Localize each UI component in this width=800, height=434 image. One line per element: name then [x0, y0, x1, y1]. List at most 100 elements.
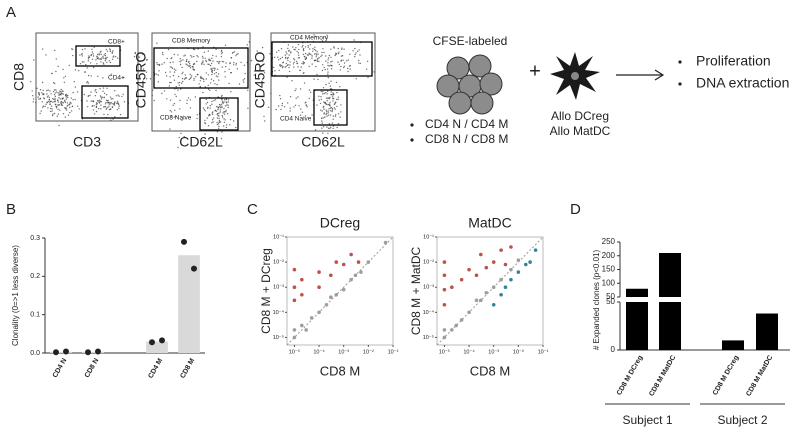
event-dot — [110, 102, 113, 104]
bullet — [678, 60, 682, 64]
event-dot — [186, 59, 188, 61]
event-dot — [278, 105, 280, 107]
event-dot — [166, 98, 168, 100]
event-dot — [332, 115, 334, 117]
event-dot — [165, 75, 168, 77]
event-dot — [190, 76, 192, 79]
event-dot — [58, 124, 60, 127]
gate-label: CD4 Memory — [290, 35, 329, 42]
event-dot — [42, 106, 44, 108]
event-dot — [322, 93, 324, 95]
event-dot — [187, 97, 190, 99]
event-dot — [339, 116, 341, 118]
event-dot — [313, 59, 316, 62]
event-dot — [211, 122, 213, 124]
event-dot — [334, 108, 336, 110]
replicate-point — [181, 238, 187, 245]
event-dot — [327, 132, 329, 135]
event-dot — [180, 132, 182, 134]
event-dot — [224, 105, 227, 107]
event-dot — [55, 70, 57, 73]
event-dot — [117, 102, 120, 105]
event-dot — [331, 122, 334, 124]
event-dot — [330, 91, 332, 93]
event-dot — [329, 127, 331, 129]
event-dot — [189, 107, 192, 109]
event-dot — [91, 48, 93, 50]
event-dot — [110, 73, 112, 75]
event-dot — [330, 61, 332, 63]
event-dot — [215, 55, 217, 57]
event-dot — [29, 81, 32, 83]
event-dot — [96, 56, 98, 58]
event-dot — [192, 65, 194, 68]
event-dot — [56, 91, 58, 93]
event-dot — [103, 106, 105, 108]
point — [300, 277, 304, 282]
event-dot — [173, 53, 175, 56]
event-dot — [156, 42, 158, 44]
event-dot — [235, 64, 237, 66]
event-dot — [309, 91, 312, 94]
event-dot — [84, 48, 86, 50]
event-dot — [98, 53, 100, 55]
event-dot — [225, 109, 227, 112]
event-dot — [205, 60, 207, 63]
axis-label: CD3 — [73, 134, 101, 150]
y-tick-label: 10⁻³ — [273, 285, 284, 291]
event-dot — [83, 93, 86, 96]
event-dot — [90, 75, 92, 77]
event-dot — [42, 105, 45, 107]
event-dot — [222, 112, 224, 114]
event-dot — [105, 101, 107, 104]
nucleus — [571, 72, 579, 80]
y-tick-label: 250 — [602, 237, 616, 246]
event-dot — [337, 96, 339, 98]
event-dot — [51, 110, 53, 112]
event-dot — [202, 107, 205, 109]
event-dot — [230, 91, 232, 93]
event-dot — [242, 79, 244, 81]
event-dot — [300, 66, 302, 68]
event-dot — [311, 57, 313, 59]
event-dot — [215, 89, 217, 92]
event-dot — [171, 66, 173, 69]
event-dot — [214, 99, 217, 101]
event-dot — [183, 78, 186, 80]
event-dot — [206, 117, 208, 119]
event-dot — [171, 67, 174, 70]
event-dot — [321, 69, 324, 72]
event-dot — [229, 62, 231, 65]
event-dot — [228, 82, 230, 85]
event-dot — [116, 102, 118, 105]
event-dot — [212, 60, 214, 62]
event-dot — [144, 57, 146, 59]
event-dot — [112, 98, 114, 100]
point — [516, 258, 521, 262]
event-dot — [192, 63, 195, 65]
event-dot — [156, 63, 159, 66]
event-dot — [297, 52, 300, 54]
event-dot — [179, 99, 181, 102]
event-dot — [281, 102, 284, 105]
point — [479, 252, 483, 257]
event-dot — [163, 90, 166, 92]
event-dot — [203, 108, 205, 111]
event-dot — [190, 75, 193, 77]
event-dot — [313, 34, 315, 36]
event-dot — [194, 96, 197, 98]
event-dot — [47, 95, 49, 97]
event-dot — [209, 104, 211, 107]
event-dot — [175, 95, 177, 98]
event-dot — [81, 48, 84, 51]
event-dot — [104, 55, 107, 57]
replicate-point — [85, 349, 91, 356]
event-dot — [186, 102, 188, 105]
y-tick-label: 200 — [602, 251, 616, 260]
event-dot — [68, 64, 71, 67]
event-dot — [286, 53, 288, 55]
event-dot — [188, 65, 190, 67]
event-dot — [373, 71, 375, 73]
event-dot — [46, 89, 48, 92]
event-dot — [338, 51, 340, 53]
